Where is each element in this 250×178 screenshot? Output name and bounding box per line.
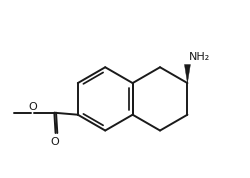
Text: NH₂: NH₂ (189, 52, 210, 62)
Text: O: O (28, 102, 37, 112)
Polygon shape (184, 64, 190, 83)
Text: O: O (51, 137, 59, 147)
